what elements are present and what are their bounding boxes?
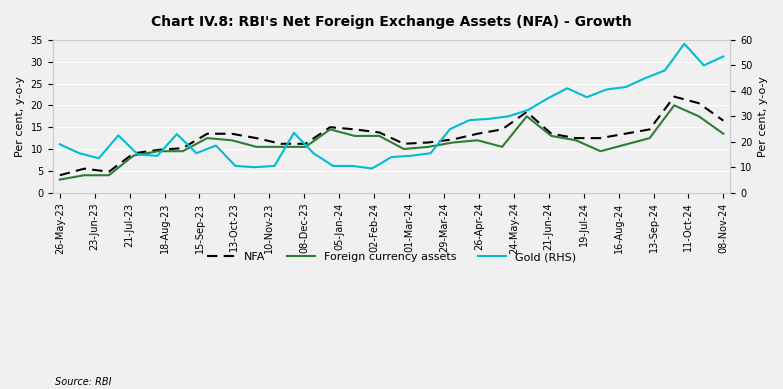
Gold (RHS): [192, 151, 201, 156]
Foreign currency assets: [251, 144, 261, 149]
Foreign currency assets: [399, 147, 409, 151]
Gold (RHS): [640, 76, 650, 81]
Gold (RHS): [367, 166, 377, 171]
Gold (RHS): [270, 164, 280, 168]
NFA: [203, 131, 212, 136]
NFA: [424, 140, 433, 145]
Gold (RHS): [582, 95, 591, 100]
NFA: [645, 127, 655, 132]
NFA: [104, 169, 114, 174]
Foreign currency assets: [620, 142, 630, 147]
Gold (RHS): [406, 153, 416, 158]
Gold (RHS): [621, 85, 630, 89]
Gold (RHS): [348, 164, 357, 168]
Legend: NFA, Foreign currency assets, Gold (RHS): NFA, Foreign currency assets, Gold (RHS): [202, 248, 581, 266]
NFA: [473, 131, 482, 136]
NFA: [497, 127, 507, 132]
NFA: [399, 142, 409, 146]
NFA: [153, 147, 163, 152]
Foreign currency assets: [178, 149, 187, 154]
Gold (RHS): [251, 165, 260, 170]
Foreign currency assets: [547, 133, 556, 138]
NFA: [571, 136, 580, 140]
Gold (RHS): [601, 87, 611, 92]
Foreign currency assets: [424, 144, 433, 149]
NFA: [620, 131, 630, 136]
Foreign currency assets: [276, 144, 286, 149]
NFA: [719, 118, 728, 123]
Foreign currency assets: [104, 173, 114, 177]
Gold (RHS): [465, 118, 474, 123]
Gold (RHS): [446, 127, 455, 131]
Title: Chart IV.8: RBI's Net Foreign Exchange Assets (NFA) - Growth: Chart IV.8: RBI's Net Foreign Exchange A…: [151, 15, 632, 29]
Gold (RHS): [231, 164, 240, 168]
NFA: [80, 166, 89, 171]
Gold (RHS): [172, 132, 182, 137]
Gold (RHS): [309, 151, 318, 156]
Gold (RHS): [133, 152, 143, 157]
NFA: [522, 110, 532, 114]
Gold (RHS): [680, 41, 689, 46]
Foreign currency assets: [350, 133, 359, 138]
Foreign currency assets: [694, 114, 703, 119]
Foreign currency assets: [449, 140, 458, 145]
Gold (RHS): [719, 54, 728, 59]
NFA: [251, 136, 261, 140]
Foreign currency assets: [227, 138, 236, 143]
NFA: [669, 94, 679, 99]
Foreign currency assets: [719, 131, 728, 136]
Foreign currency assets: [203, 136, 212, 140]
Gold (RHS): [426, 151, 435, 156]
Foreign currency assets: [55, 177, 64, 182]
Gold (RHS): [562, 86, 572, 91]
Foreign currency assets: [153, 149, 163, 154]
Foreign currency assets: [128, 153, 138, 158]
Foreign currency assets: [596, 149, 605, 154]
Gold (RHS): [114, 133, 123, 138]
Line: Foreign currency assets: Foreign currency assets: [60, 105, 723, 180]
Foreign currency assets: [669, 103, 679, 108]
NFA: [301, 142, 310, 146]
Foreign currency assets: [497, 144, 507, 149]
Line: Gold (RHS): Gold (RHS): [60, 44, 723, 168]
Gold (RHS): [328, 164, 337, 168]
Foreign currency assets: [374, 133, 384, 138]
Gold (RHS): [524, 108, 533, 112]
Foreign currency assets: [645, 136, 655, 140]
Gold (RHS): [74, 151, 84, 156]
Line: NFA: NFA: [60, 96, 723, 175]
Gold (RHS): [289, 130, 298, 135]
Y-axis label: Per cent, y-o-y: Per cent, y-o-y: [758, 76, 768, 157]
Gold (RHS): [699, 63, 709, 68]
NFA: [326, 125, 335, 130]
Foreign currency assets: [80, 173, 89, 177]
Gold (RHS): [543, 96, 552, 101]
Foreign currency assets: [301, 144, 310, 149]
NFA: [227, 131, 236, 136]
Y-axis label: Per cent, y-o-y: Per cent, y-o-y: [15, 76, 25, 157]
Foreign currency assets: [326, 127, 335, 132]
NFA: [694, 101, 703, 105]
Foreign currency assets: [522, 114, 532, 119]
NFA: [178, 146, 187, 151]
Gold (RHS): [94, 156, 103, 161]
Gold (RHS): [153, 153, 162, 158]
NFA: [547, 131, 556, 136]
Gold (RHS): [485, 116, 494, 121]
Foreign currency assets: [473, 138, 482, 143]
NFA: [449, 137, 458, 142]
NFA: [374, 130, 384, 135]
Text: Source: RBI: Source: RBI: [55, 377, 111, 387]
NFA: [596, 136, 605, 140]
NFA: [55, 173, 64, 177]
Gold (RHS): [211, 143, 221, 148]
NFA: [128, 151, 138, 156]
NFA: [350, 127, 359, 132]
NFA: [276, 142, 286, 146]
Gold (RHS): [504, 114, 514, 119]
Gold (RHS): [660, 68, 669, 73]
Foreign currency assets: [571, 138, 580, 143]
Gold (RHS): [387, 155, 396, 159]
Gold (RHS): [55, 142, 64, 147]
